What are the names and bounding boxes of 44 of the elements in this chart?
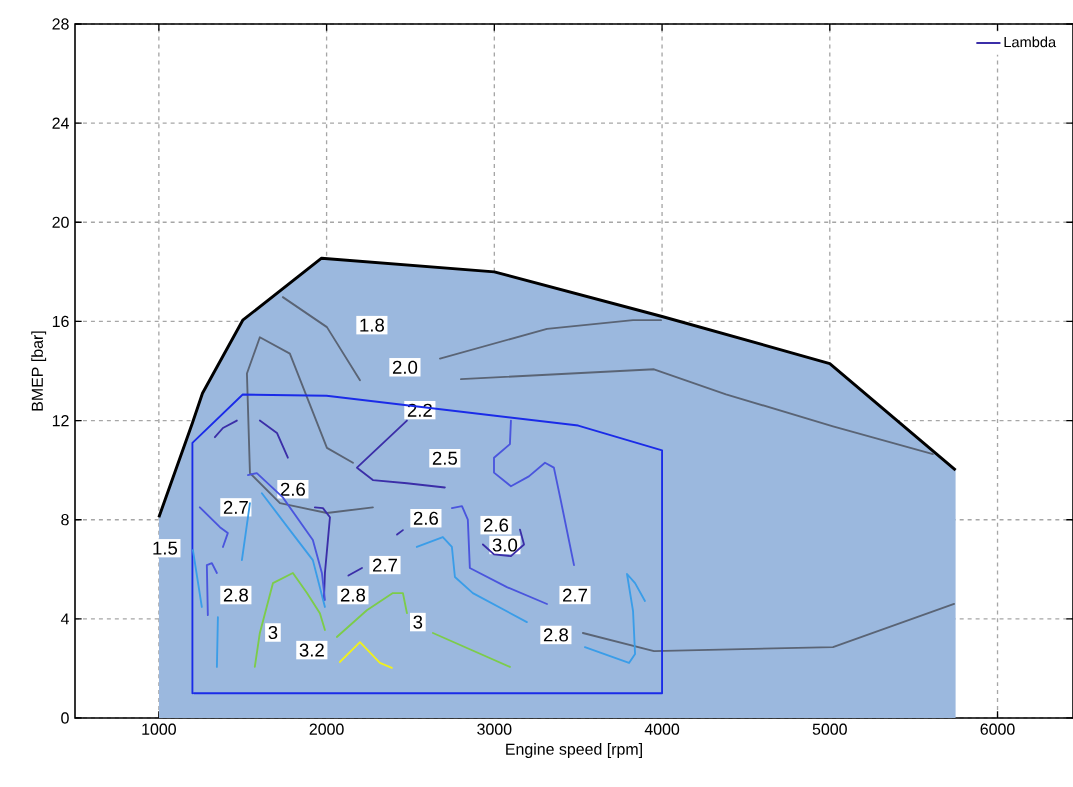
- annotation: 2.8: [543, 628, 569, 642]
- annotation: 2.7: [372, 558, 397, 572]
- line-series: [313, 506, 331, 601]
- x-axis-title: Engine speed [rpm]: [506, 743, 642, 758]
- x-tick-label: 5000: [812, 723, 847, 735]
- y-tick-label: 20: [52, 216, 69, 228]
- annotation: 3.2: [299, 643, 324, 657]
- line-series: [460, 368, 934, 455]
- line-series: [205, 562, 218, 617]
- x-tick-label: 6000: [980, 723, 1015, 735]
- y-tick-label: 28: [52, 18, 69, 30]
- y-axis-title: BMEP [bar]: [31, 331, 47, 411]
- annotation: 2.7: [563, 588, 588, 602]
- line-series: [191, 393, 663, 695]
- annotation: 2.8: [340, 588, 366, 602]
- annotation: 1.5: [153, 541, 178, 555]
- y-tick-label: 8: [61, 514, 69, 526]
- line-series: [338, 641, 393, 669]
- annotation: 2.0: [392, 360, 418, 374]
- legend-label: Lambda: [1004, 36, 1057, 48]
- annotation: 2.6: [280, 482, 305, 496]
- annotation: 2.7: [223, 500, 248, 514]
- annotation: 3: [268, 625, 278, 640]
- annotation: 2.6: [413, 511, 438, 525]
- y-tick-label: 16: [52, 315, 69, 328]
- line-series: [450, 505, 548, 605]
- annotation: 2.5: [432, 451, 457, 465]
- line-series: [247, 472, 326, 601]
- x-tick-label: 4000: [644, 723, 680, 735]
- x-tick-label: 1000: [142, 723, 176, 735]
- line-series: [246, 336, 374, 514]
- annotation: 2.6: [484, 518, 509, 532]
- y-tick-label: 24: [52, 117, 69, 129]
- y-tick-label: 12: [52, 415, 69, 427]
- y-tick-label: 4: [60, 613, 69, 625]
- x-tick-label: 3000: [477, 723, 512, 735]
- x-tick-label: 2000: [309, 723, 344, 735]
- annotation: 2.8: [223, 588, 248, 602]
- y-tick-label: 0: [61, 712, 69, 724]
- line-series: [581, 603, 956, 653]
- annotation: 3.0: [492, 538, 518, 552]
- line-series: [253, 572, 326, 668]
- annotation: 1.8: [360, 318, 385, 332]
- annotation: 3: [413, 615, 423, 629]
